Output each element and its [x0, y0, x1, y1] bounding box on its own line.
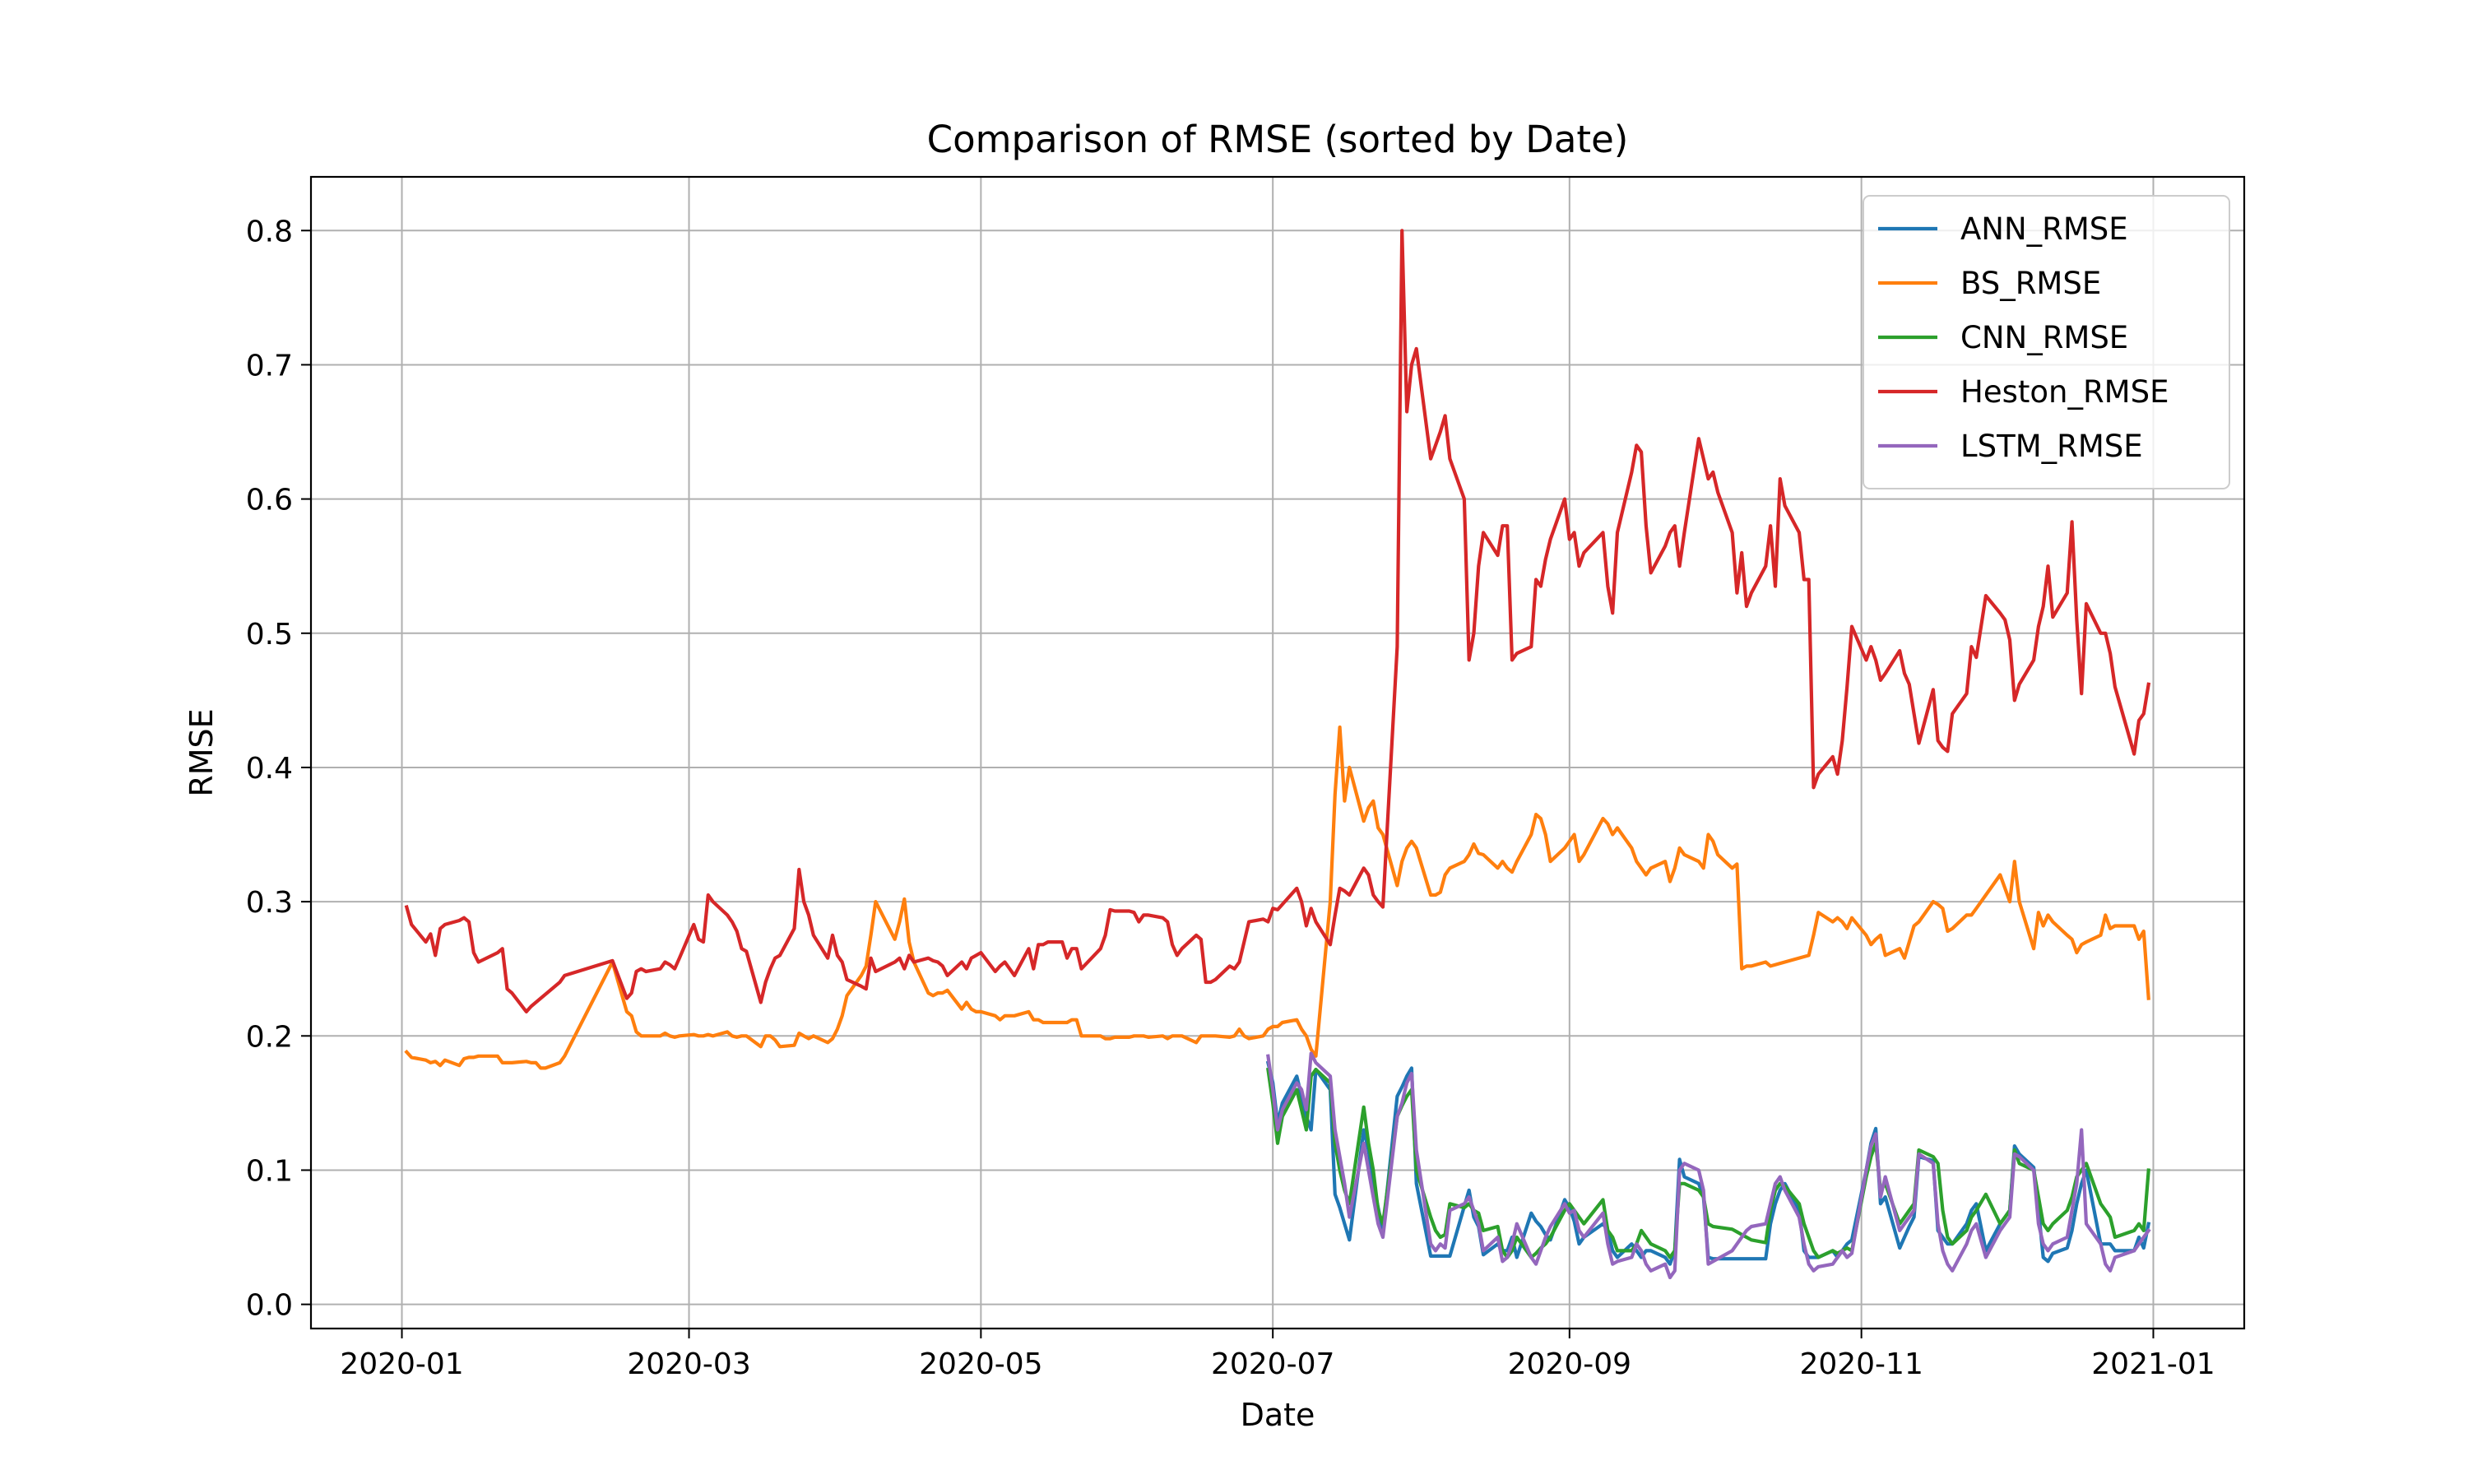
legend-label: BS_RMSE — [1960, 266, 2101, 301]
plot-frame — [309, 175, 2246, 1330]
x-tick-label: 2020-11 — [1799, 1347, 1923, 1381]
y-tick-label: 0.2 — [246, 1020, 293, 1054]
legend-box — [1863, 195, 2230, 489]
y-tick-label: 0.1 — [246, 1154, 293, 1188]
y-tick-label: 0.3 — [246, 886, 293, 920]
x-axis-label: Date — [1241, 1397, 1315, 1433]
y-tick-label: 0.8 — [246, 215, 293, 248]
series-line-heston-rmse — [404, 229, 2151, 1013]
legend-label: Heston_RMSE — [1960, 374, 2169, 410]
y-axis: 0.0 0.1 0.2 0.3 0.4 0.5 0.6 0.7 0.8 — [246, 215, 311, 1323]
y-tick-label: 0.7 — [246, 349, 293, 383]
legend-label: CNN_RMSE — [1960, 320, 2128, 355]
x-tick-label: 2020-05 — [919, 1347, 1042, 1381]
series-lines — [404, 229, 2151, 1280]
legend-label: LSTM_RMSE — [1960, 429, 2143, 464]
y-tick-label: 0.5 — [246, 618, 293, 652]
series-line-lstm-rmse — [1266, 1051, 2151, 1280]
y-tick-label: 0.4 — [246, 752, 293, 786]
x-tick-label: 2020-01 — [340, 1347, 463, 1381]
x-tick-label: 2020-03 — [627, 1347, 750, 1381]
grid-lines — [311, 177, 2244, 1329]
legend: ANN_RMSE BS_RMSE CNN_RMSE Heston_RMSE LSTM_R… — [1863, 195, 2230, 489]
y-axis-label: RMSE — [183, 708, 220, 796]
chart-title: Comparison of RMSE (sorted by Date) — [927, 118, 1629, 161]
y-tick-label: 0.0 — [246, 1289, 293, 1323]
x-tick-label: 2020-07 — [1211, 1347, 1334, 1381]
y-tick-label: 0.6 — [246, 484, 293, 517]
x-axis: 2020-01 2020-03 2020-05 2020-07 2020-09 2020-… — [340, 1329, 2215, 1381]
x-tick-label: 2021-01 — [2091, 1347, 2215, 1381]
x-tick-label: 2020-09 — [1508, 1347, 1631, 1381]
legend-label: ANN_RMSE — [1960, 211, 2128, 247]
series-line-bs-rmse — [404, 725, 2150, 1070]
